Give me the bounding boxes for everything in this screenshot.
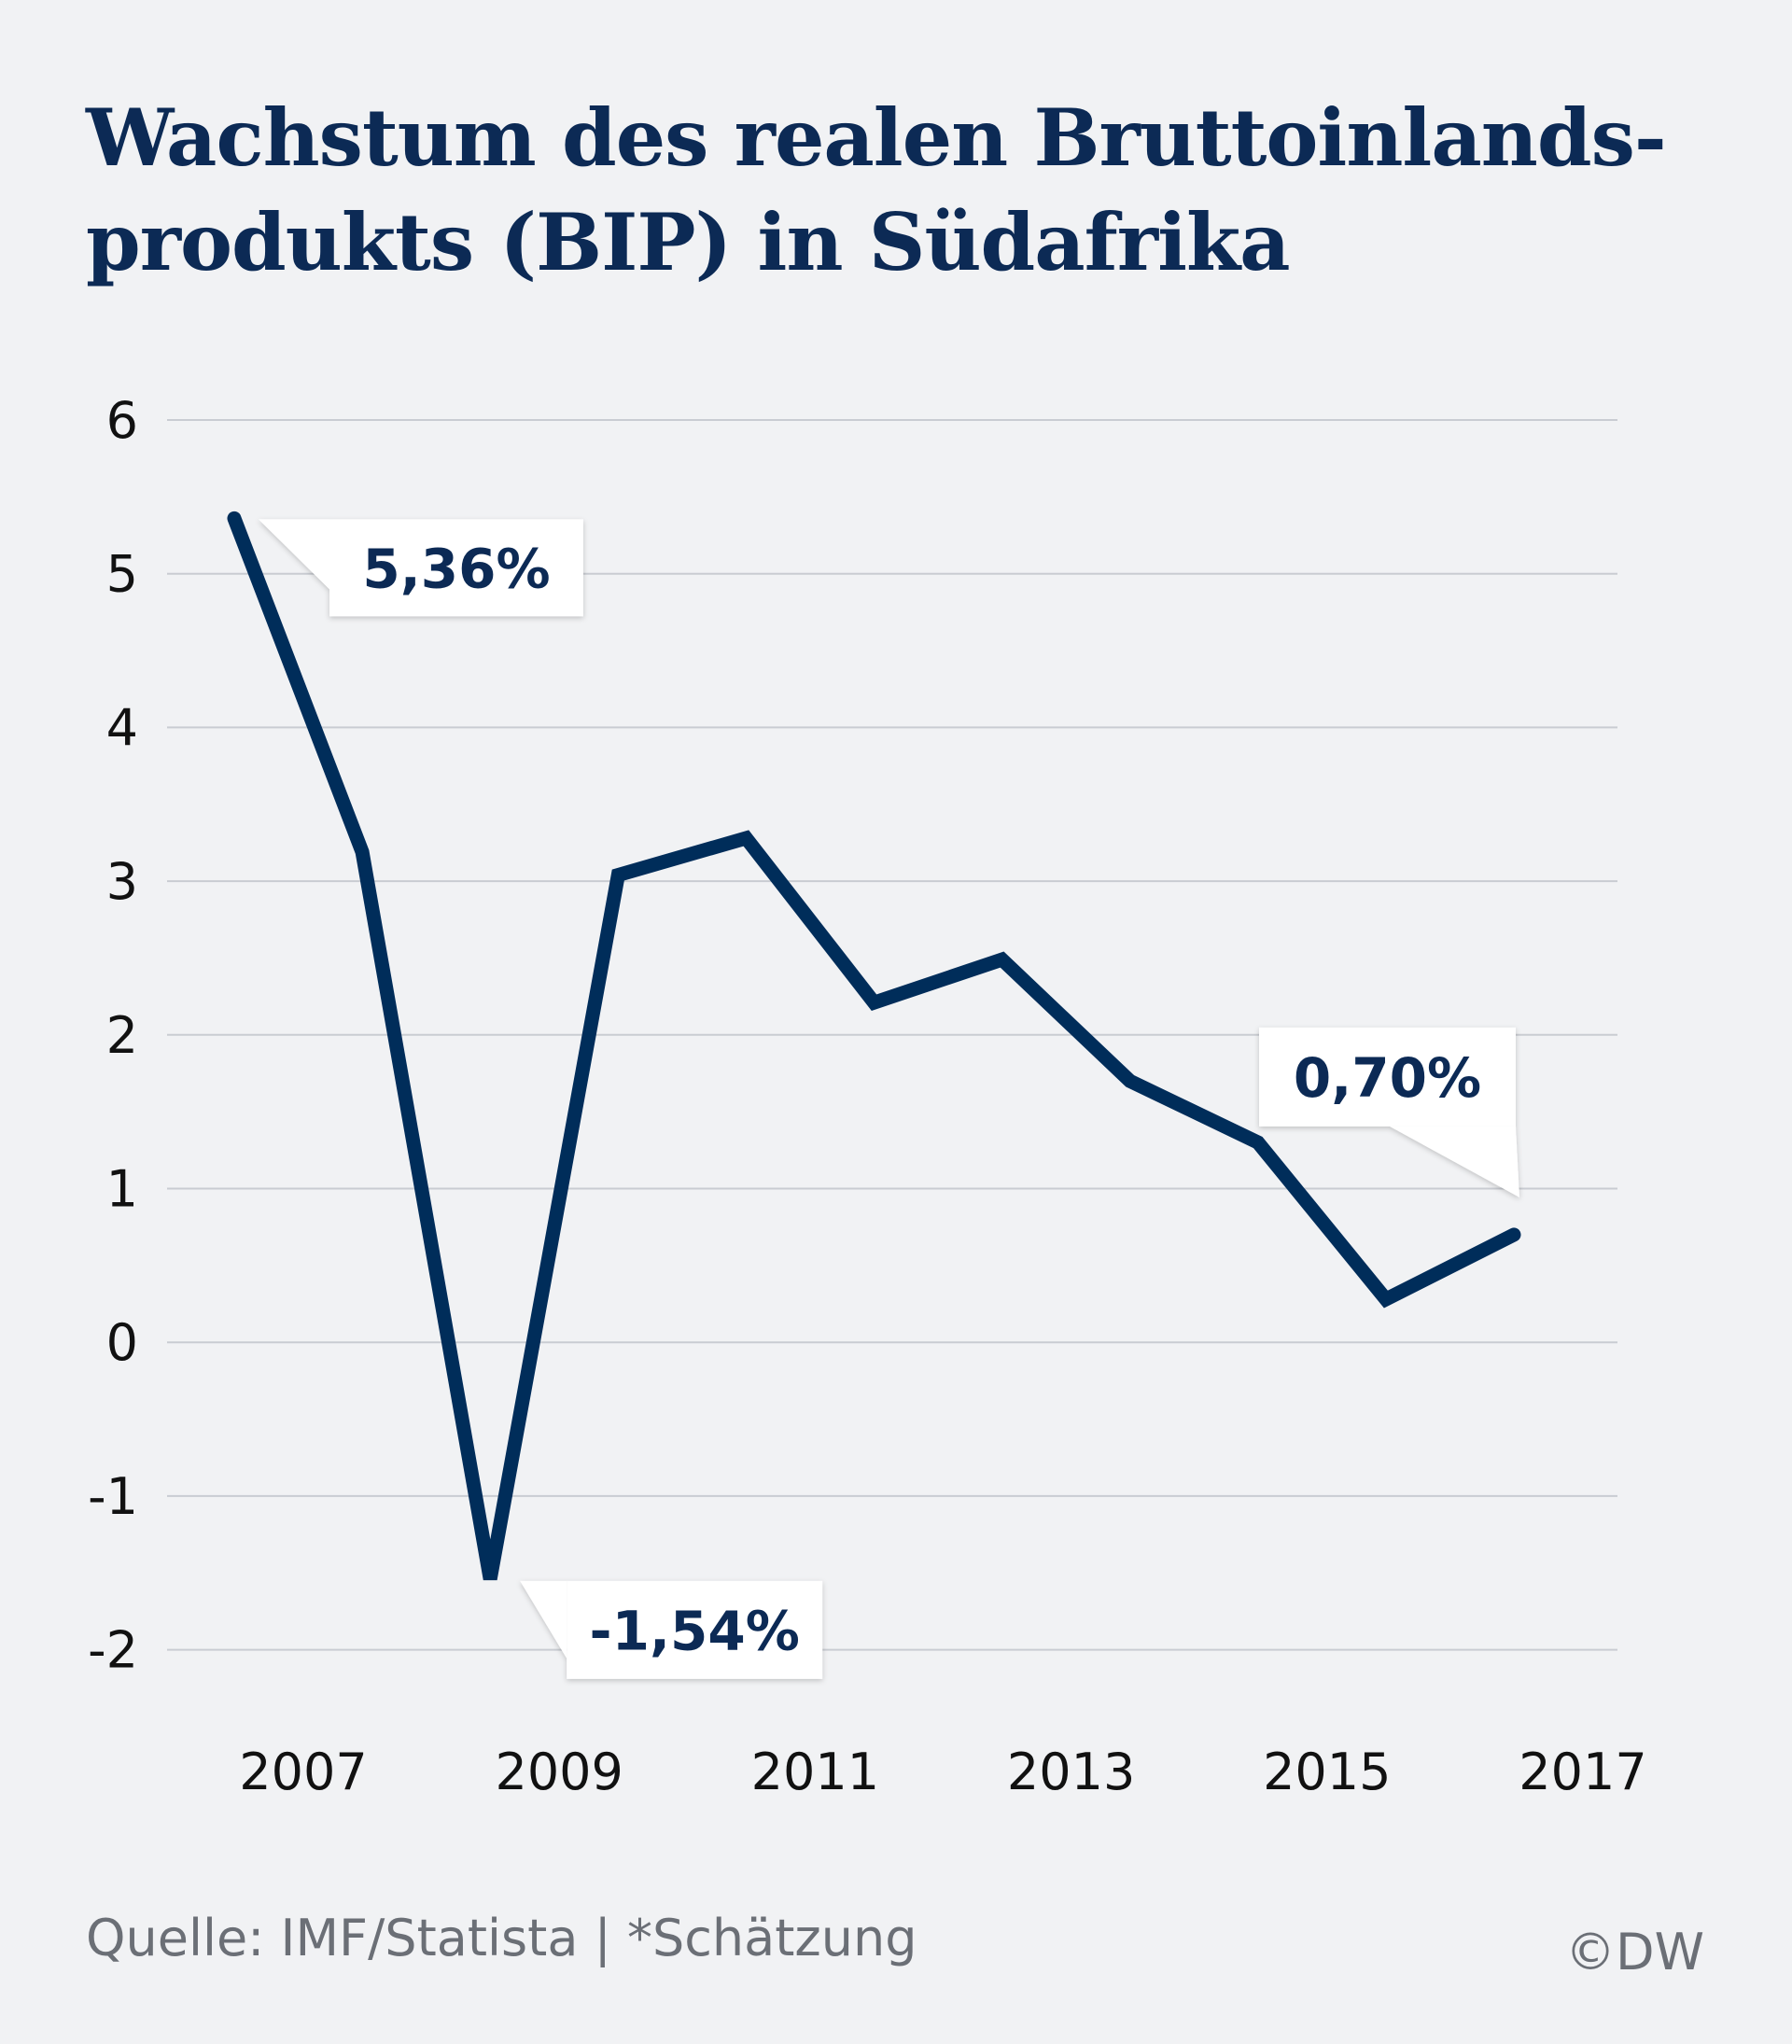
y-tick-label: 1 — [106, 1160, 138, 1219]
y-tick-label: -2 — [88, 1621, 138, 1680]
x-tick-label: 2009 — [495, 1743, 623, 1801]
y-tick-label: 0 — [106, 1313, 138, 1372]
x-tick-label: 2017 — [1519, 1743, 1646, 1801]
callout-box — [567, 1580, 823, 1679]
y-tick-label: 3 — [106, 852, 138, 911]
annotation-callout — [520, 1580, 823, 1679]
callout-pointer — [1390, 1126, 1519, 1197]
chart-title: Wachstum des realen Bruttoinlands-produk… — [86, 91, 1667, 288]
callout-box — [329, 519, 583, 617]
x-tick-label: 2007 — [239, 1743, 367, 1801]
y-tick-label: 5 — [106, 545, 138, 604]
annotation-label: 5,36% — [362, 537, 550, 600]
annotation-callout — [259, 519, 583, 617]
annotation-label: 0,70% — [1294, 1046, 1481, 1110]
x-tick-label: 2011 — [751, 1743, 879, 1801]
source-note: Quelle: IMF/Statista | *Schätzung — [86, 1909, 917, 1967]
y-tick-label: 6 — [106, 391, 138, 450]
copyright: ©DW — [1565, 1923, 1704, 1981]
callout-pointer — [259, 519, 329, 617]
annotation-callout — [1259, 1027, 1519, 1197]
annotation-label: -1,54% — [590, 1599, 800, 1662]
callout-pointer — [520, 1580, 567, 1659]
x-tick-label: 2015 — [1263, 1743, 1391, 1801]
x-tick-label: 2013 — [1007, 1743, 1135, 1801]
y-tick-label: 4 — [106, 698, 138, 757]
callout-box — [1259, 1027, 1516, 1127]
y-tick-label: 2 — [106, 1006, 138, 1065]
y-tick-label: -1 — [88, 1467, 138, 1526]
